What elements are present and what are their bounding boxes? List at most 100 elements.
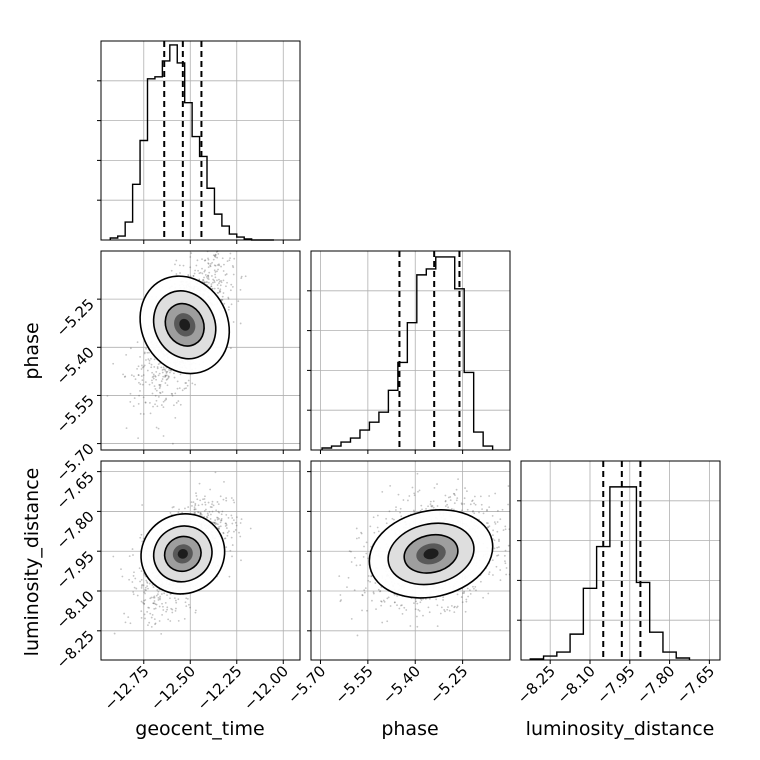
scatter-point	[222, 531, 225, 534]
contour-line	[139, 275, 231, 375]
scatter-point	[171, 506, 174, 509]
scatter-point	[145, 359, 147, 361]
scatter-point	[198, 272, 201, 275]
scatter-point	[148, 359, 151, 362]
scatter-point	[212, 521, 215, 524]
scatter-point	[218, 528, 220, 530]
scatter-point	[227, 296, 230, 299]
scatter-point	[165, 370, 168, 373]
scatter-point	[170, 269, 173, 272]
scatter-point	[482, 512, 485, 515]
scatter-point	[151, 376, 154, 379]
scatter-point	[152, 377, 155, 380]
scatter-point	[497, 546, 500, 548]
scatter-point	[189, 470, 192, 473]
scatter-point	[218, 264, 221, 267]
scatter-point	[183, 387, 186, 390]
scatter-point	[217, 510, 220, 513]
scatter-point	[165, 374, 168, 377]
panel-frame	[100, 40, 301, 241]
scatter-point	[141, 379, 144, 382]
scatter-point	[130, 374, 133, 377]
scatter-point	[176, 380, 179, 383]
scatter-point	[178, 387, 181, 389]
scatter-point	[170, 369, 173, 372]
scatter-point	[175, 607, 177, 610]
scatter-point	[146, 582, 149, 584]
scatter-point	[213, 287, 216, 290]
scatter-point	[367, 575, 370, 577]
scatter-point	[225, 524, 228, 526]
scatter-point	[472, 585, 474, 588]
scatter-point	[193, 508, 196, 510]
scatter-point	[144, 401, 147, 404]
scatter-point	[162, 609, 165, 611]
scatter-point	[473, 495, 476, 498]
contour-line	[387, 522, 475, 586]
scatter-point	[139, 536, 142, 539]
scatter-point	[200, 513, 203, 516]
scatter-point	[416, 625, 419, 628]
scatter-point	[499, 569, 502, 571]
scatter-point	[220, 298, 223, 301]
scatter-point	[218, 289, 221, 292]
scatter-point	[501, 508, 504, 511]
scatter-point	[133, 586, 136, 589]
scatter-point	[182, 264, 185, 267]
scatter-point	[129, 622, 132, 625]
x-tick-label: −12.50	[147, 662, 199, 714]
scatter-point	[175, 259, 178, 262]
scatter-point	[181, 389, 184, 392]
scatter-point	[361, 609, 363, 612]
scatter-point	[408, 495, 411, 497]
scatter-point	[487, 592, 490, 595]
scatter-point	[152, 602, 155, 605]
scatter-point	[207, 501, 210, 504]
scatter-point	[193, 506, 196, 509]
scatter-point	[194, 383, 196, 386]
scatter-point	[132, 554, 134, 556]
scatter-point	[359, 564, 362, 567]
scatter-point	[189, 256, 192, 258]
scatter-point	[189, 266, 192, 269]
scatter-point	[170, 392, 173, 395]
scatter-point	[216, 523, 219, 526]
panel-geocent_time-vs-phase: −5.25−5.40−5.55−5.70	[53, 250, 301, 485]
scatter-point	[153, 366, 156, 368]
scatter-point	[221, 510, 224, 513]
scatter-point	[177, 400, 180, 402]
scatter-point	[201, 267, 203, 270]
scatter-point	[224, 274, 227, 276]
scatter-point	[194, 502, 197, 505]
scatter-point	[154, 374, 157, 377]
panel-frame	[310, 460, 511, 661]
scatter-point	[140, 586, 143, 589]
scatter-point	[461, 503, 463, 506]
scatter-point	[457, 478, 459, 481]
scatter-point	[199, 512, 202, 514]
scatter-point	[140, 600, 143, 603]
scatter-point	[141, 504, 144, 506]
scatter-point	[185, 605, 188, 608]
scatter-point	[222, 532, 225, 535]
scatter-point	[479, 495, 482, 498]
scatter-point	[231, 522, 234, 525]
scatter-point	[157, 363, 160, 366]
scatter-point	[162, 400, 165, 403]
scatter-point	[436, 505, 439, 507]
scatter-point	[223, 537, 226, 540]
scatter-point	[206, 281, 209, 284]
scatter-point	[439, 612, 442, 615]
scatter-point	[123, 612, 126, 615]
scatter-point	[159, 595, 161, 598]
scatter-point	[207, 262, 210, 265]
scatter-point	[146, 351, 149, 354]
scatter-point	[213, 254, 216, 257]
scatter-point	[381, 621, 384, 624]
scatter-point	[469, 592, 472, 595]
scatter-point	[229, 257, 231, 259]
scatter-point	[194, 504, 197, 507]
scatter-point	[224, 537, 227, 540]
scatter-point	[193, 272, 196, 275]
scatter-point	[218, 282, 220, 285]
